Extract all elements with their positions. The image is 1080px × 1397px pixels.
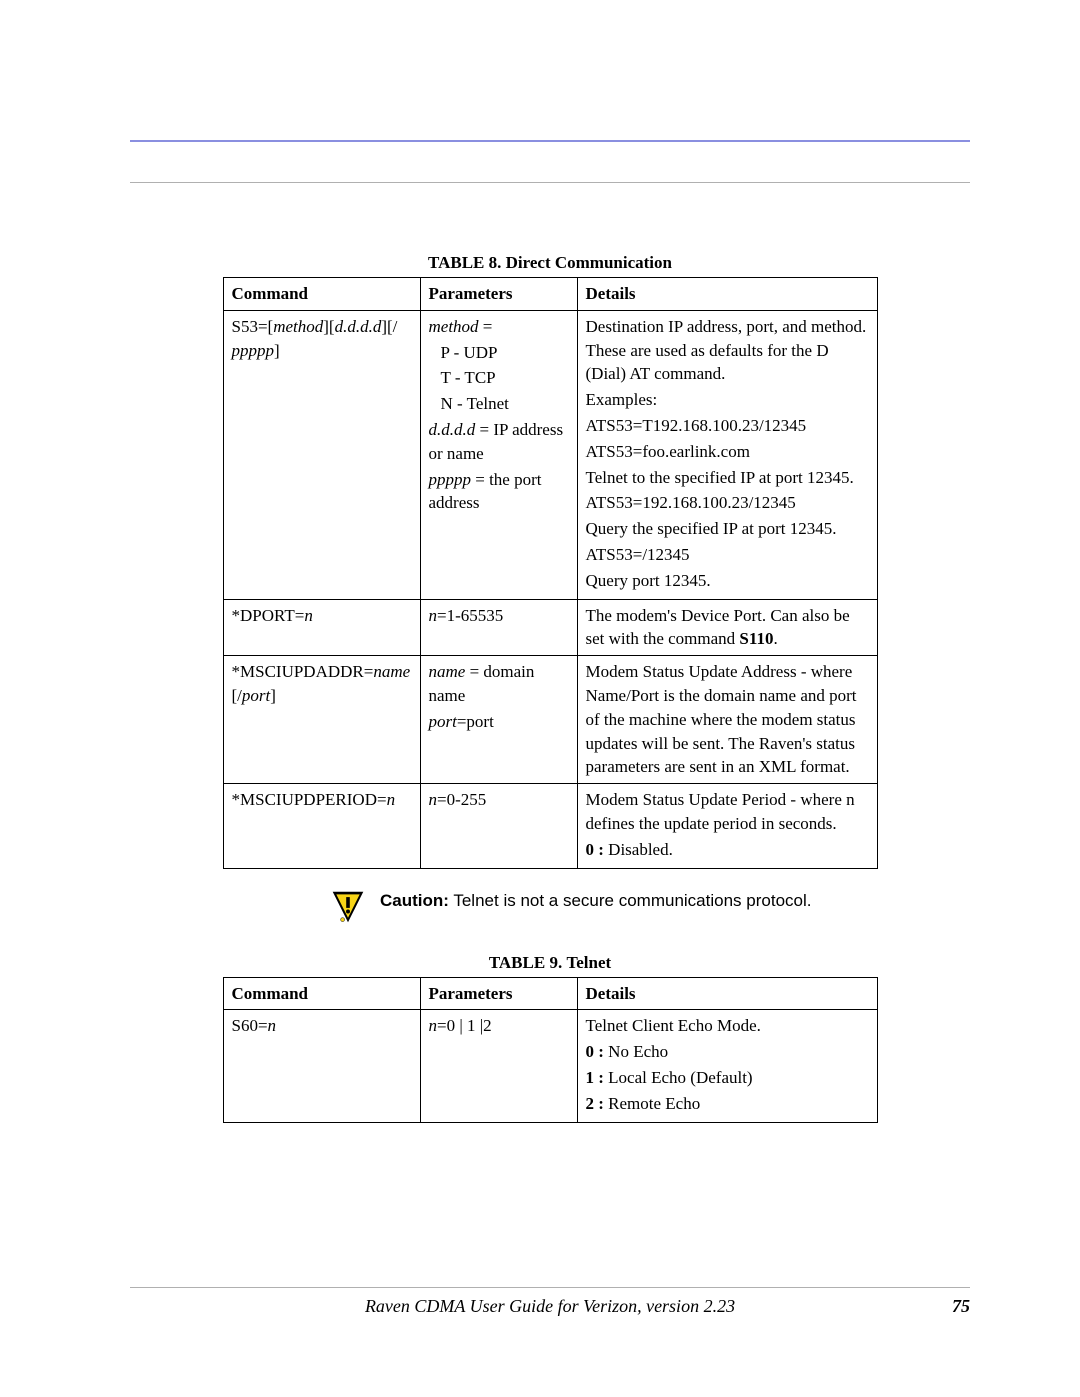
th-command: Command	[223, 977, 420, 1010]
table9: Command Parameters Details S60=n n=0 | 1…	[223, 977, 878, 1123]
th-details: Details	[577, 278, 877, 311]
table9-label: TABLE 9.	[489, 953, 562, 972]
cell-command: *MSCIUPDPERIOD=n	[223, 784, 420, 868]
cell-parameters: n=1-65535	[420, 599, 577, 656]
cell-details: The modem's Device Port. Can also be set…	[577, 599, 877, 656]
cell-details: Destination IP address, port, and method…	[577, 310, 877, 599]
caution-text: Caution: Telnet is not a secure communic…	[380, 889, 811, 913]
cell-details: Modem Status Update Period - where n def…	[577, 784, 877, 868]
th-parameters: Parameters	[420, 977, 577, 1010]
top-rule	[130, 140, 970, 142]
table8-label: TABLE 8.	[428, 253, 501, 272]
table9-caption: TABLE 9. Telnet	[130, 953, 970, 973]
table-row: S53=[method][d.d.d.d][/ppppp] method = P…	[223, 310, 877, 599]
page-number: 75	[930, 1296, 970, 1317]
footer-rule	[130, 1287, 970, 1288]
cell-command: S60=n	[223, 1010, 420, 1122]
table8-title: Direct Communication	[506, 253, 672, 272]
footer-title: Raven CDMA User Guide for Verizon, versi…	[170, 1296, 930, 1317]
cell-parameters: name = domain name port=port	[420, 656, 577, 784]
cell-command: *MSCIUPDADDR=name [/port]	[223, 656, 420, 784]
table-row: *MSCIUPDPERIOD=n n=0-255 Modem Status Up…	[223, 784, 877, 868]
table9-title: Telnet	[566, 953, 611, 972]
page-footer: Raven CDMA User Guide for Verizon, versi…	[130, 1287, 970, 1317]
th-parameters: Parameters	[420, 278, 577, 311]
cell-details: Modem Status Update Address - where Name…	[577, 656, 877, 784]
th-command: Command	[223, 278, 420, 311]
cell-parameters: method = P - UDP T - TCP N - Telnet d.d.…	[420, 310, 577, 599]
cell-command: S53=[method][d.d.d.d][/ppppp]	[223, 310, 420, 599]
document-page: TABLE 8. Direct Communication Command Pa…	[0, 0, 1080, 1397]
table-header-row: Command Parameters Details	[223, 977, 877, 1010]
table-row: *DPORT=n n=1-65535 The modem's Device Po…	[223, 599, 877, 656]
table-header-row: Command Parameters Details	[223, 278, 877, 311]
table-row: S60=n n=0 | 1 |2 Telnet Client Echo Mode…	[223, 1010, 877, 1122]
table8-caption: TABLE 8. Direct Communication	[130, 253, 970, 273]
thin-rule	[130, 182, 970, 183]
cell-parameters: n=0-255	[420, 784, 577, 868]
caution-block: Caution: Telnet is not a secure communic…	[330, 889, 970, 925]
caution-icon	[330, 889, 366, 925]
cell-parameters: n=0 | 1 |2	[420, 1010, 577, 1122]
cell-command: *DPORT=n	[223, 599, 420, 656]
table8: Command Parameters Details S53=[method][…	[223, 277, 878, 869]
table-row: *MSCIUPDADDR=name [/port] name = domain …	[223, 656, 877, 784]
th-details: Details	[577, 977, 877, 1010]
cell-details: Telnet Client Echo Mode. 0 : No Echo 1 :…	[577, 1010, 877, 1122]
